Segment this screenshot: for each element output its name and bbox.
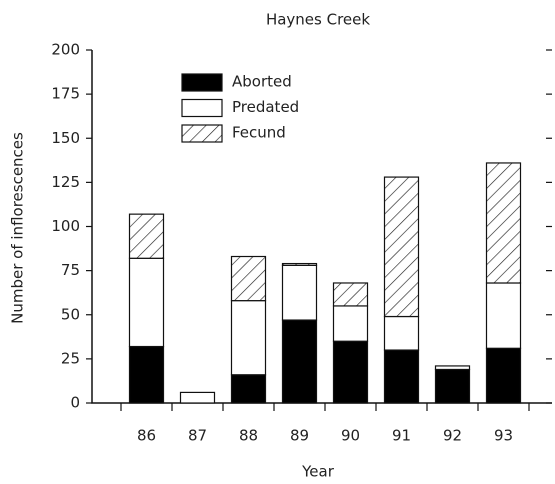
bar-segment	[230, 255, 267, 302]
bar-segment	[281, 319, 318, 404]
x-tick-label: 93	[494, 427, 513, 445]
bar-segment	[383, 315, 420, 351]
x-tick-label: 92	[443, 427, 462, 445]
y-tick-label: 200	[51, 41, 80, 59]
legend-swatch	[181, 124, 223, 143]
bar-segment	[383, 349, 420, 404]
legend-label: Predated	[232, 98, 299, 116]
y-tick-label: 150	[51, 129, 80, 147]
bar-segment	[128, 257, 165, 348]
x-tick-label: 90	[341, 427, 360, 445]
x-tick-label: 91	[392, 427, 411, 445]
y-tick-label: 125	[51, 173, 80, 191]
bar-segment	[332, 305, 369, 342]
y-axis-label: Number of inflorescences	[9, 132, 27, 324]
legend-label: Aborted	[232, 73, 292, 91]
bar-segment	[230, 374, 267, 404]
bar-segment	[128, 345, 165, 404]
bar-segment	[230, 300, 267, 376]
bar-segment	[434, 365, 471, 371]
legend-label: Fecund	[232, 124, 286, 142]
y-tick-label: 175	[51, 85, 80, 103]
bar-segment	[179, 391, 216, 404]
bar-segment	[485, 282, 522, 349]
y-tick-label: 50	[61, 305, 80, 323]
y-tick-label: 100	[51, 217, 80, 235]
x-axis-label: Year	[301, 463, 335, 481]
bar-segment	[434, 368, 471, 404]
bar-segment	[383, 176, 420, 318]
y-tick-label: 25	[61, 349, 80, 367]
x-tick-label: 89	[290, 427, 309, 445]
bar-segment	[281, 262, 318, 266]
y-tick-label: 75	[61, 261, 80, 279]
bar-segment	[128, 213, 165, 259]
bar-segment	[485, 162, 522, 284]
x-tick-label: 87	[188, 427, 207, 445]
bar-segment	[332, 282, 369, 307]
bar-segment	[485, 347, 522, 404]
chart-title: Haynes Creek	[266, 11, 370, 29]
legend-swatch	[181, 73, 223, 92]
y-tick-label: 0	[70, 394, 80, 412]
bar-segment	[332, 340, 369, 404]
x-tick-label: 86	[137, 427, 156, 445]
x-tick-label: 88	[239, 427, 258, 445]
legend-swatch	[181, 98, 223, 118]
bar-segment	[281, 264, 318, 321]
